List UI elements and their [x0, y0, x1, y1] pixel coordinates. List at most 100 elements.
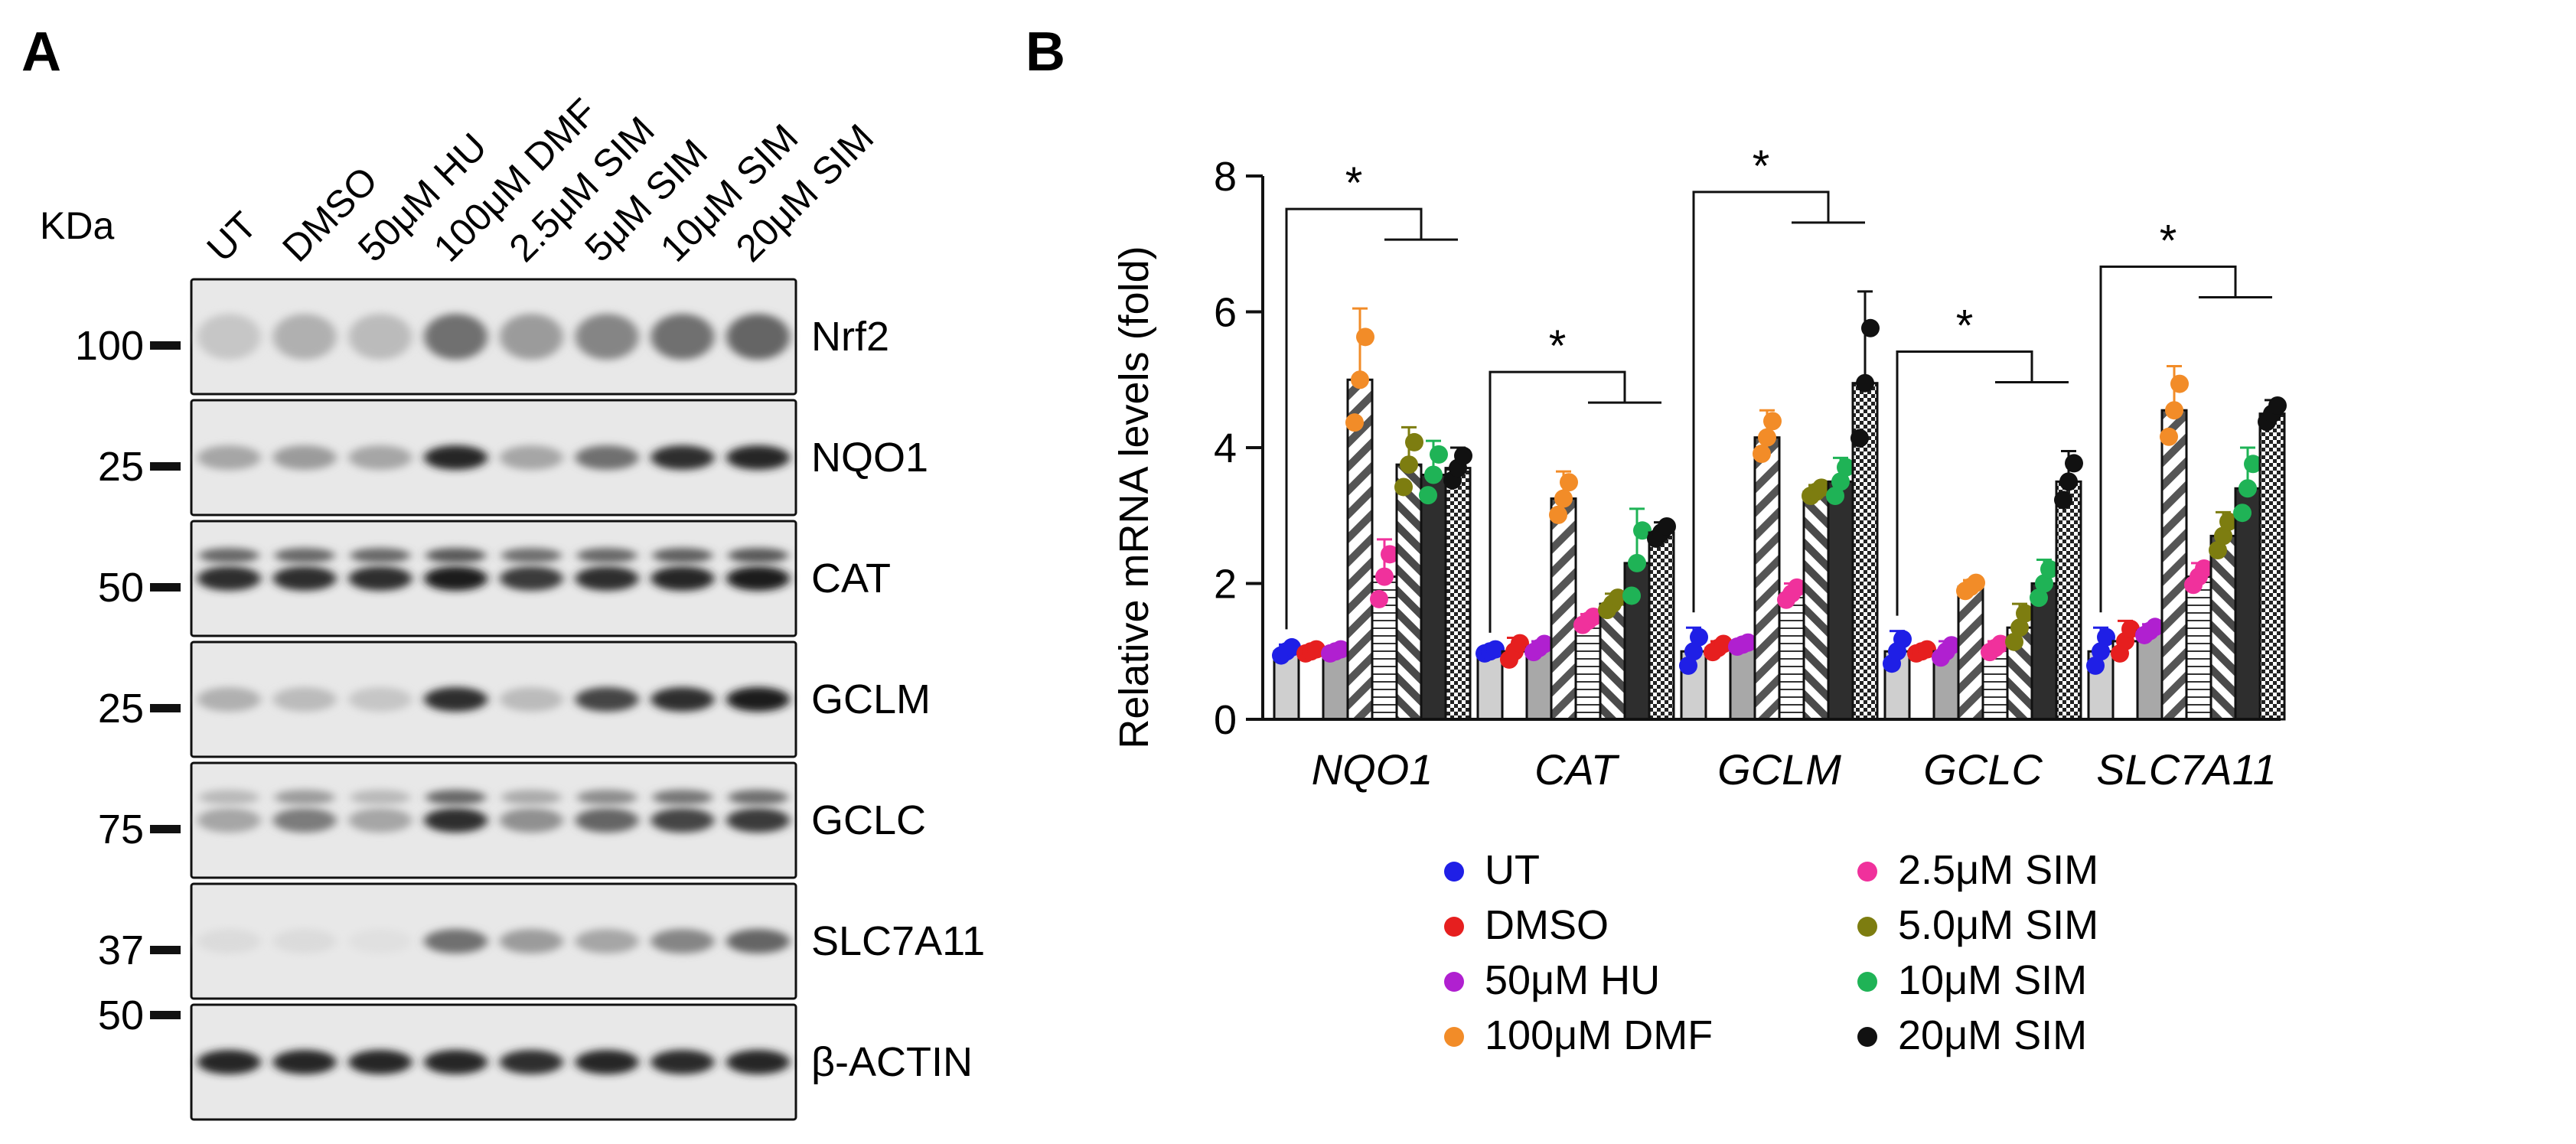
data-point [2170, 374, 2189, 393]
blot-band [728, 790, 789, 805]
data-point [1375, 567, 1394, 586]
significance-brackets: * * * * * [1285, 142, 2272, 633]
legend-label: 10μM SIM [1898, 957, 2087, 1003]
blot-band [728, 548, 789, 563]
bar [1444, 467, 1472, 721]
blot-band [272, 445, 337, 470]
blot-band [726, 687, 791, 712]
blot-box [190, 520, 797, 637]
blot-band [726, 808, 791, 833]
data-point [1684, 642, 1703, 661]
data-point [1560, 473, 1578, 492]
blot-band [424, 566, 488, 591]
marker-label: 100 [75, 323, 144, 369]
marker-label: 25 [98, 686, 144, 732]
data-point [1486, 640, 1505, 659]
y-tick-label: 0 [1214, 697, 1237, 743]
blot-band [272, 566, 337, 591]
data-point [1400, 455, 1418, 474]
blot-band [499, 314, 563, 360]
legend-label: 50μM HU [1485, 957, 1660, 1003]
legend-marker [1857, 862, 1877, 882]
blot-band [424, 808, 488, 833]
blot-band [651, 808, 715, 833]
blot-band [726, 1050, 791, 1074]
significance-bracket [2099, 266, 2237, 613]
data-point [2209, 541, 2227, 560]
blot-band [726, 445, 791, 470]
blot-band [726, 314, 791, 360]
legend-marker [1857, 917, 1877, 937]
data-point [2059, 472, 2078, 491]
data-point [2160, 427, 2178, 446]
blot-band [197, 1050, 261, 1074]
data-point [1758, 428, 1776, 447]
data-point [1430, 445, 1448, 464]
marker-label: 75 [98, 807, 144, 852]
bar [2185, 575, 2212, 721]
data-point [2121, 619, 2140, 638]
protein-label: β-ACTIN [811, 1039, 973, 1085]
blot-band [198, 790, 259, 805]
marker-label: 50 [98, 565, 144, 611]
protein-label: Nrf2 [811, 314, 889, 360]
significance-bracket [1285, 207, 1423, 630]
blot-box [190, 761, 797, 879]
legend-marker [1444, 1027, 1464, 1047]
category-label: NQO1 [1312, 745, 1433, 794]
data-point [1332, 640, 1350, 659]
blot-band [426, 548, 487, 563]
blot-band [348, 929, 412, 953]
blot-band [726, 566, 791, 591]
bar [1623, 562, 1651, 721]
significance-star: * [2160, 217, 2177, 266]
marker-tick [150, 462, 181, 471]
blot-box [190, 640, 797, 758]
blot-band [652, 548, 713, 563]
data-point [1419, 486, 1437, 505]
blot-band [272, 1050, 337, 1074]
legend-label: 20μM SIM [1898, 1012, 2087, 1058]
blot-box [190, 882, 797, 1000]
significance-star: * [1956, 301, 1974, 350]
blot-band [197, 687, 261, 712]
data-point [1788, 578, 1806, 597]
data-point [1714, 634, 1733, 653]
blot-band [348, 314, 412, 360]
marker-tick [150, 583, 181, 592]
data-point [2040, 559, 2059, 579]
blot-band [197, 566, 261, 591]
y-tick-label: 6 [1214, 290, 1237, 336]
marker-label: 37 [98, 927, 144, 973]
significance-star: * [1549, 321, 1567, 371]
blot-box [190, 399, 797, 517]
legend-label: UT [1485, 847, 1540, 893]
marker-tick [150, 825, 181, 833]
data-point [2016, 604, 2034, 623]
bar [1648, 531, 1675, 721]
bar [1420, 474, 1447, 721]
data-point [2165, 401, 2183, 420]
significance-star: * [1345, 158, 1363, 208]
bar [1802, 491, 1830, 721]
bar [1550, 497, 1577, 721]
bar [1827, 480, 1854, 721]
blot-band [651, 1050, 715, 1074]
data-point [1679, 656, 1697, 675]
blot-band [651, 445, 715, 470]
blot-band [197, 445, 261, 470]
blot-band [348, 566, 412, 591]
bar [1599, 602, 1626, 721]
legend-marker [1857, 1027, 1877, 1047]
blot-band [350, 548, 411, 563]
bar [2160, 409, 2188, 721]
blot-band [575, 314, 639, 360]
data-point [1554, 489, 1573, 508]
blot-band [651, 929, 715, 953]
blot-band [501, 548, 562, 563]
blot-band [726, 929, 791, 953]
blot-band [348, 1050, 412, 1074]
